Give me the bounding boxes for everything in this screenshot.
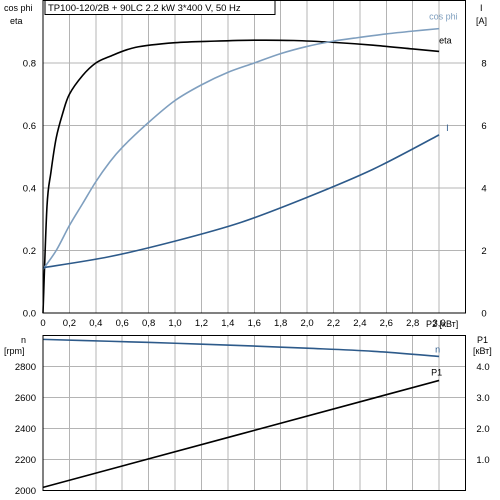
- title-box: [44, 0, 276, 15]
- top-right-y-tick-label: 6: [481, 121, 486, 132]
- top-left-axis-label-line1: cos phi: [4, 3, 33, 13]
- n-series-line: [42, 338, 440, 358]
- bottom-left-axis-label-line1: n: [21, 335, 26, 345]
- bottom-panel-gridlines: [43, 335, 466, 491]
- x-tick-label: 2,0: [300, 318, 313, 329]
- bottom-left-y-tick-label: 2000: [15, 486, 36, 497]
- top-left-y-tick-label: 0.0: [23, 309, 36, 320]
- x-tick-label: 3,0: [432, 318, 445, 329]
- bottom-left-y-tick-label: 2200: [15, 455, 36, 466]
- x-tick-label: 2,4: [353, 318, 366, 329]
- x-tick-label: 1,4: [221, 318, 234, 329]
- top-left-y-tick-label: 0.8: [23, 59, 36, 70]
- top-left-y-tick-label: 0.4: [23, 184, 36, 195]
- bottom-panel-frame: [42, 335, 466, 491]
- n-series-label: n: [435, 344, 440, 354]
- bottom-left-axis-label-line2: [rpm]: [4, 346, 25, 356]
- top-right-y-tick-label: 2: [481, 246, 486, 257]
- top-left-axis-label-line2: eta: [10, 16, 23, 26]
- bottom-right-y-tick-label: 1.0: [476, 455, 489, 466]
- bottom-left-y-tick-label: 2400: [15, 424, 36, 435]
- i-series-line: [42, 134, 440, 269]
- top-right-y-tick-label: 0: [481, 309, 486, 320]
- x-tick-label: 0,4: [89, 318, 102, 329]
- top-right-y-tick-label: 4: [481, 184, 486, 195]
- bottom-left-y-tick-label: 2600: [15, 393, 36, 404]
- x-tick-label: 2,8: [406, 318, 419, 329]
- eta-series-line: [42, 39, 440, 314]
- top-right-y-tick-label: 8: [481, 59, 486, 70]
- tick-labels: 0 0,2 0,4 0,6 0,8 1,0 1,2 1,4 1,6 1,8 2,0 2,2 2,4 2,6…: [15, 59, 490, 498]
- x-tick-label: 2,6: [380, 318, 393, 329]
- bottom-right-y-tick-label: 2.0: [476, 424, 489, 435]
- p1-series-label: P1: [431, 367, 442, 377]
- x-tick-label: 0,6: [116, 318, 129, 329]
- bottom-right-axis-label-line2: [кВт]: [473, 346, 492, 356]
- x-tick-label: 1,2: [195, 318, 208, 329]
- cos-phi-series-label: cos phi: [429, 12, 458, 22]
- top-left-y-tick-label: 0.6: [23, 121, 36, 132]
- x-tick-label: 1,6: [248, 318, 261, 329]
- series-lines: [42, 27, 440, 489]
- eta-series-label: eta: [439, 35, 452, 45]
- top-left-y-tick-label: 0.2: [23, 246, 36, 257]
- x-tick-label: 0,8: [142, 318, 155, 329]
- x-tick-label: 0,2: [63, 318, 76, 329]
- cos-phi-series-line: [42, 27, 440, 270]
- bottom-right-y-tick-label: 3.0: [476, 393, 489, 404]
- i-series-label: I: [446, 123, 449, 133]
- x-tick-label: 0: [40, 318, 45, 329]
- series-labels: eta cos phi In P1: [429, 12, 458, 378]
- bottom-right-y-tick-label: 4.0: [476, 362, 489, 373]
- top-panel-gridlines: [43, 0, 466, 313]
- top-right-axis-label-line2: [A]: [476, 16, 487, 26]
- x-tick-label: 2,2: [327, 318, 340, 329]
- x-tick-label: 1,8: [274, 318, 287, 329]
- p1-series-line: [42, 379, 440, 489]
- chart-title: TP100-120/2B + 90LC 2.2 kW 3*400 V, 50 H…: [48, 3, 241, 14]
- bottom-left-y-tick-label: 2800: [15, 362, 36, 373]
- top-right-axis-label-line1: I: [480, 3, 483, 13]
- bottom-right-axis-label-line1: P1: [477, 335, 488, 345]
- x-tick-label: 1,0: [168, 318, 181, 329]
- top-x-axis-label: P2 [кВт]: [426, 319, 458, 329]
